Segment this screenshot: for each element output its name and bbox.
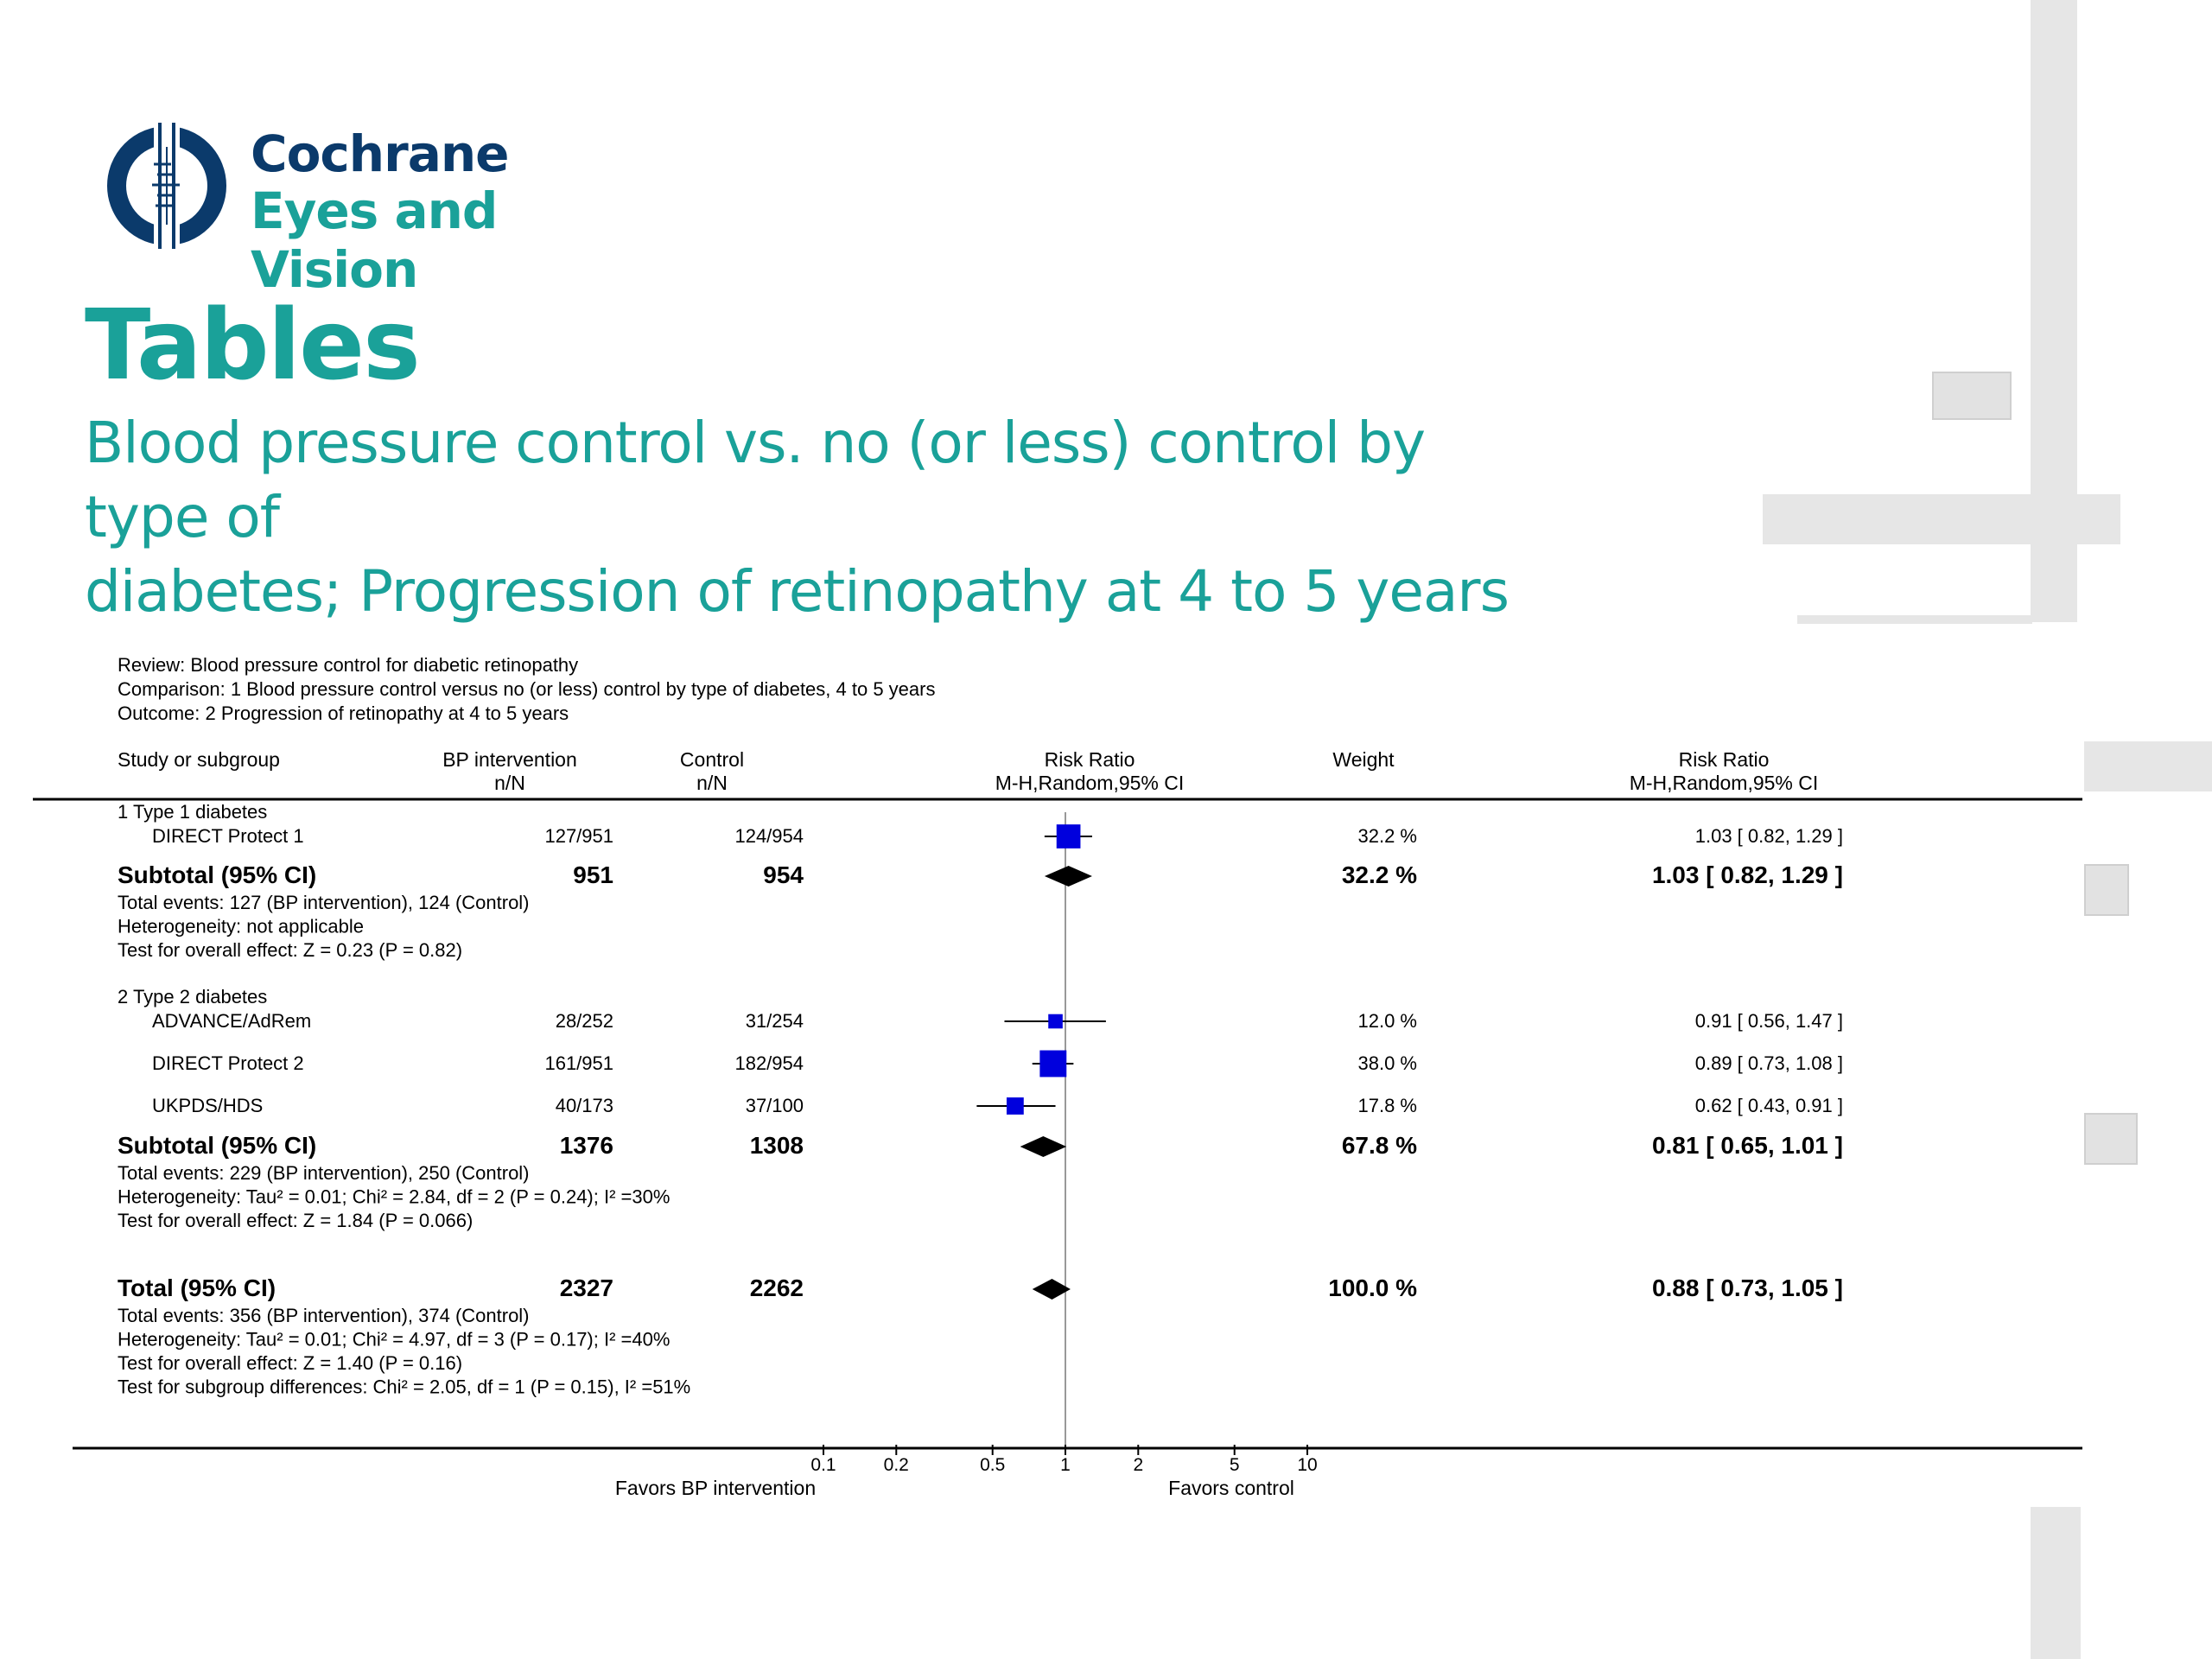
study-name: DIRECT Protect 2 xyxy=(152,1052,304,1074)
study-bp-events: 161/951 xyxy=(544,1052,613,1074)
favors-left-label: Favors BP intervention xyxy=(615,1477,816,1499)
header-control-nN: n/N xyxy=(696,772,728,794)
x-axis-tick-label: 0.5 xyxy=(980,1455,1005,1475)
total-control: 2262 xyxy=(750,1274,804,1301)
study-name: ADVANCE/AdRem xyxy=(152,1010,311,1032)
subtitle-line-1: Blood pressure control vs. no (or less) … xyxy=(85,410,1426,550)
study-name: UKPDS/HDS xyxy=(152,1095,263,1116)
decor-right-square-2 xyxy=(2084,1113,2138,1165)
logo-text-eyes-vision: Eyes and Vision xyxy=(251,181,498,299)
decor-vertical-bar-bottom xyxy=(2031,1507,2081,1659)
subtotal-weight: 67.8 % xyxy=(1342,1132,1417,1159)
subtotal-note: Test for overall effect: Z = 1.84 (P = 0… xyxy=(118,1210,473,1231)
total-weight: 100.0 % xyxy=(1328,1274,1417,1301)
study-control-events: 182/954 xyxy=(734,1052,804,1074)
decor-right-square-1 xyxy=(2084,864,2129,916)
subtitle-line-2: diabetes; Progression of retinopathy at … xyxy=(85,558,1510,625)
total-ci-text: 0.88 [ 0.73, 1.05 ] xyxy=(1652,1274,1843,1301)
subtotal-note: Total events: 127 (BP intervention), 124… xyxy=(118,892,530,913)
study-control-events: 31/254 xyxy=(746,1010,804,1032)
total-note: Test for overall effect: Z = 1.40 (P = 0… xyxy=(118,1352,462,1374)
total-label: Total (95% CI) xyxy=(118,1274,276,1301)
study-weight: 12.0 % xyxy=(1358,1010,1418,1032)
header-risk-ratio-text-method: M-H,Random,95% CI xyxy=(1630,772,1819,794)
meta-comparison: Comparison: 1 Blood pressure control ver… xyxy=(118,678,935,700)
study-bp-events: 28/252 xyxy=(556,1010,613,1032)
subtotal-label: Subtotal (95% CI) xyxy=(118,861,316,888)
total-bp: 2327 xyxy=(560,1274,613,1301)
header-bp: BP intervention xyxy=(442,748,577,771)
study-ci-text: 1.03 [ 0.82, 1.29 ] xyxy=(1695,825,1843,847)
subtotal-ci-text: 1.03 [ 0.82, 1.29 ] xyxy=(1652,861,1843,888)
header-study: Study or subgroup xyxy=(118,748,280,771)
decor-right-bar xyxy=(2084,741,2212,791)
study-bp-events: 40/173 xyxy=(556,1095,613,1116)
header-weight: Weight xyxy=(1332,748,1395,771)
subgroup-label: 1 Type 1 diabetes xyxy=(118,801,267,823)
x-axis-tick-label: 0.1 xyxy=(810,1455,836,1475)
study-point-estimate xyxy=(1056,824,1081,849)
subtotal-note: Total events: 229 (BP intervention), 250… xyxy=(118,1162,530,1184)
study-control-events: 37/100 xyxy=(746,1095,804,1116)
total-note: Heterogeneity: Tau² = 0.01; Chi² = 4.97,… xyxy=(118,1329,670,1351)
subtotal-weight: 32.2 % xyxy=(1342,861,1417,888)
x-axis-tick-label: 2 xyxy=(1133,1455,1143,1475)
page-subtitle: Blood pressure control vs. no (or less) … xyxy=(85,406,1554,629)
x-axis-tick-label: 1 xyxy=(1060,1455,1071,1475)
study-point-estimate xyxy=(1048,1014,1063,1029)
study-weight: 38.0 % xyxy=(1358,1052,1418,1074)
header-risk-ratio-method: M-H,Random,95% CI xyxy=(995,772,1185,794)
study-ci-text: 0.62 [ 0.43, 0.91 ] xyxy=(1695,1095,1843,1116)
subtotal-bp-total: 1376 xyxy=(560,1132,613,1159)
study-weight: 32.2 % xyxy=(1358,825,1418,847)
subgroup-label: 2 Type 2 diabetes xyxy=(118,986,267,1007)
decor-small-square xyxy=(1932,372,2012,420)
header-risk-ratio: Risk Ratio xyxy=(1045,748,1135,771)
study-name: DIRECT Protect 1 xyxy=(152,825,304,847)
subtotal-control-total: 954 xyxy=(763,861,804,888)
x-axis-tick-label: 5 xyxy=(1230,1455,1240,1475)
subtotal-ci-text: 0.81 [ 0.65, 1.01 ] xyxy=(1652,1132,1843,1159)
subtotal-diamond xyxy=(1020,1136,1067,1157)
study-point-estimate xyxy=(1006,1097,1024,1115)
logo-text-cochrane: Cochrane xyxy=(251,124,509,183)
meta-review: Review: Blood pressure control for diabe… xyxy=(118,654,578,676)
meta-outcome: Outcome: 2 Progression of retinopathy at… xyxy=(118,702,569,724)
subtotal-diamond xyxy=(1044,866,1092,887)
cochrane-logo: Cochrane Eyes and Vision xyxy=(102,121,620,299)
study-ci-text: 0.89 [ 0.73, 1.08 ] xyxy=(1695,1052,1843,1074)
subtotal-bp-total: 951 xyxy=(573,861,613,888)
subtotal-note: Heterogeneity: Tau² = 0.01; Chi² = 2.84,… xyxy=(118,1186,670,1208)
favors-right-label: Favors control xyxy=(1168,1477,1294,1499)
header-risk-ratio-text: Risk Ratio xyxy=(1679,748,1770,771)
total-note: Test for subgroup differences: Chi² = 2.… xyxy=(118,1376,690,1398)
x-axis-tick-label: 0.2 xyxy=(884,1455,909,1475)
subtotal-note: Heterogeneity: not applicable xyxy=(118,916,364,938)
subtotal-note: Test for overall effect: Z = 0.23 (P = 0… xyxy=(118,939,462,961)
cochrane-emblem-icon xyxy=(107,121,226,251)
page-title: Tables xyxy=(85,289,421,402)
subtotal-label: Subtotal (95% CI) xyxy=(118,1132,316,1159)
study-weight: 17.8 % xyxy=(1358,1095,1418,1116)
study-point-estimate xyxy=(1039,1050,1067,1077)
header-bp-nN: n/N xyxy=(494,772,525,794)
x-axis-tick-label: 10 xyxy=(1297,1455,1317,1475)
header-control: Control xyxy=(680,748,744,771)
total-note: Total events: 356 (BP intervention), 374… xyxy=(118,1305,530,1326)
study-bp-events: 127/951 xyxy=(544,825,613,847)
subtotal-control-total: 1308 xyxy=(750,1132,804,1159)
study-control-events: 124/954 xyxy=(734,825,804,847)
decor-horizontal-bar xyxy=(1763,494,2120,544)
study-ci-text: 0.91 [ 0.56, 1.47 ] xyxy=(1695,1010,1843,1032)
decor-stub-bar xyxy=(1797,615,2032,624)
total-diamond xyxy=(1032,1279,1071,1300)
